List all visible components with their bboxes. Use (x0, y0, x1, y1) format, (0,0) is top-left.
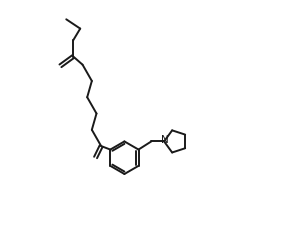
Text: N: N (161, 135, 169, 145)
